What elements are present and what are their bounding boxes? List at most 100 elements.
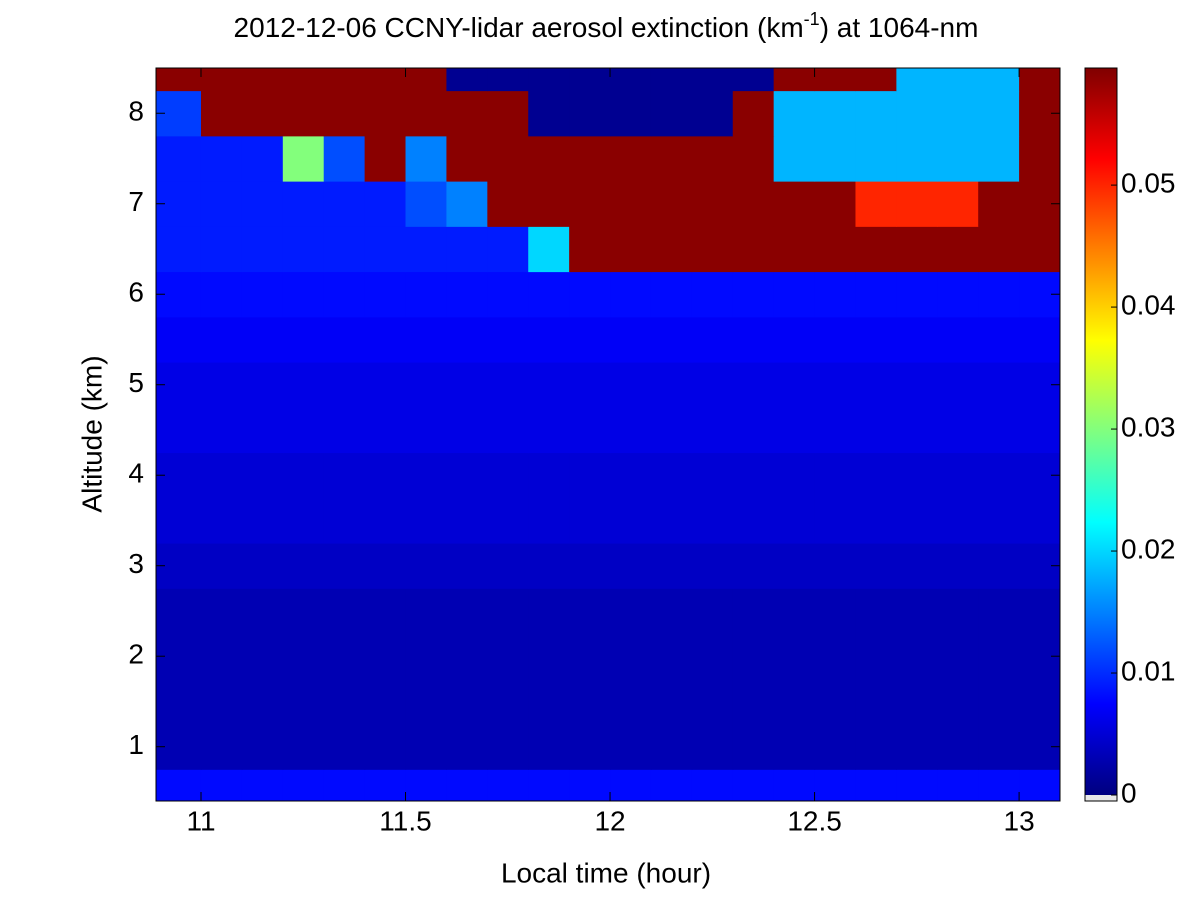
heatmap-cell [773,271,816,318]
heatmap-cell [610,633,652,680]
heatmap-cell [650,226,693,273]
heatmap-cell [732,678,775,725]
heatmap-cell [855,724,897,770]
heatmap-cell [650,316,693,363]
heatmap-cell [528,181,570,227]
heatmap-cell [364,633,407,680]
heatmap-cell [282,452,325,499]
colorbar-tick-label: 0 [1121,777,1137,808]
heatmap-cell [855,452,897,499]
heatmap-cell [156,588,202,635]
heatmap-cell [156,316,202,363]
heatmap-cell [487,497,529,544]
heatmap-cell [855,90,897,137]
heatmap-cell [241,316,284,363]
heatmap-cell [156,68,202,92]
heatmap-cell [896,316,938,363]
heatmap-cell [446,588,488,635]
heatmap-cell [364,678,407,725]
heatmap-cell [446,407,488,454]
heatmap-cell [200,633,243,680]
heatmap-cell [896,90,938,137]
x-tick-label: 13 [1004,805,1035,836]
heatmap-cell [610,90,652,137]
heatmap-cell [323,181,366,227]
heatmap-cell [156,678,202,725]
heatmap-cell [732,316,775,363]
heatmap-cell [156,769,202,802]
heatmap-cell [282,68,325,92]
heatmap-cell [200,226,243,273]
heatmap-cell [691,678,734,725]
heatmap-cell [569,181,611,227]
heatmap-cell [978,68,1020,92]
heatmap-cell [773,181,816,227]
heatmap-cell [200,68,243,92]
heatmap-cell [569,452,611,499]
x-axis-label: Local time (hour) [501,857,711,888]
heatmap-cell [691,135,734,182]
heatmap-cell [569,407,611,454]
heatmap-cell [156,497,202,544]
x-tick-label: 11 [186,805,215,836]
heatmap-cell [528,633,570,680]
heatmap-cell [487,769,529,802]
heatmap-cell [732,543,775,589]
heatmap-cell [241,724,284,770]
heatmap-cell [691,362,734,408]
heatmap-cell [405,90,447,137]
heatmap-cell [446,316,488,363]
heatmap-cell [773,90,816,137]
heatmap-cell [405,181,447,227]
heatmap-cell [323,271,366,318]
heatmap-cell [282,678,325,725]
heatmap-cell [937,452,979,499]
heatmap-cell [773,633,816,680]
heatmap-cell [405,543,447,589]
heatmap-cell [773,769,816,802]
heatmap-cell [896,588,938,635]
heatmap-cell [610,769,652,802]
heatmap-cell [978,769,1020,802]
heatmap-cell [814,633,856,680]
heatmap-cell [446,769,488,802]
heatmap-cell [1019,68,1061,92]
heatmap-cell [937,543,979,589]
heatmap-cell [487,68,529,92]
heatmap-cell [896,769,938,802]
heatmap-cell [528,678,570,725]
plot-frame [155,67,1061,802]
heatmap-cell [282,362,325,408]
heatmap-cell [405,271,447,318]
heatmap-cell [773,588,816,635]
heatmap-cell [732,135,775,182]
heatmap-cell [241,226,284,273]
heatmap-cell [487,181,529,227]
heatmap-cell [487,633,529,680]
heatmap-cell [814,724,856,770]
heatmap-cell [364,90,407,137]
heatmap-cell [814,90,856,137]
y-tick-label: 4 [128,458,144,489]
heatmap-cell [691,271,734,318]
heatmap-cell [937,362,979,408]
chart-title: 2012-12-06 CCNY-lidar aerosol extinction… [234,9,979,44]
heatmap-cell [896,678,938,725]
heatmap-cell [814,497,856,544]
heatmap-cell [241,271,284,318]
heatmap-cell [691,633,734,680]
heatmap-cell [691,181,734,227]
heatmap-cell [487,678,529,725]
heatmap-cell [323,226,366,273]
title-part: ) at 1064-nm [820,12,979,43]
heatmap-cell [937,90,979,137]
heatmap-cell [610,407,652,454]
heatmap-cell [978,724,1020,770]
heatmap-cell [1019,588,1061,635]
x-tick-label: 12.5 [787,805,842,836]
heatmap-cell [487,271,529,318]
y-tick-label: 6 [128,277,144,308]
heatmap-cell [282,316,325,363]
heatmap-cell [896,452,938,499]
heatmap-cell [937,68,979,92]
